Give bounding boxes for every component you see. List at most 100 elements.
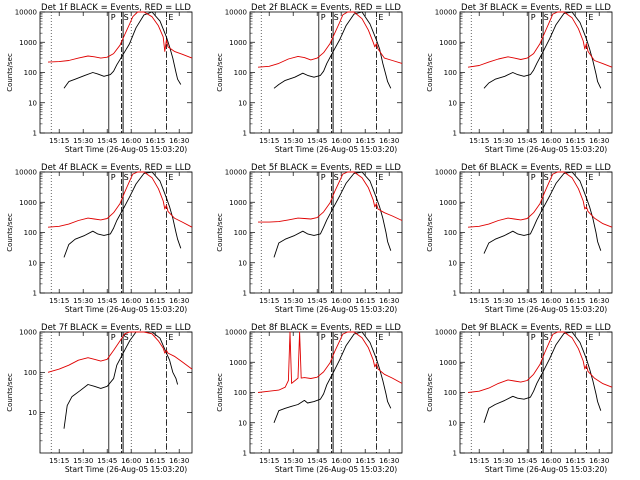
y-axis-label: Counts/sec <box>6 373 14 412</box>
x-tick-label: 15:15 <box>259 457 279 465</box>
series-lld-line <box>47 11 193 63</box>
y-tick-label: 10000 <box>15 169 37 177</box>
x-tick-label: 15:15 <box>49 137 69 145</box>
x-tick-label: 16:15 <box>565 457 585 465</box>
series-lld-line <box>467 331 613 393</box>
y-axis-label: Counts/sec <box>216 373 224 412</box>
y-tick-label: 100 <box>24 229 37 237</box>
y-tick-label: 10000 <box>435 329 457 337</box>
y-tick-label: 1 <box>33 130 37 138</box>
panel-2: Det 2f BLACK = Events, RED = LLD 1 10 100 10… <box>216 3 403 154</box>
series-events-line <box>273 171 392 258</box>
x-axis-label: Start Time (26-Aug-05 15:03:20) <box>65 145 187 154</box>
x-axis-label: Start Time (26-Aug-05 15:03:20) <box>65 465 187 474</box>
x-tick-label: 16:30 <box>589 137 609 145</box>
x-tick-label: 15:30 <box>493 297 513 305</box>
y-tick-label: 100 <box>444 389 457 397</box>
y-tick-label: 10000 <box>15 9 37 17</box>
y-tick-label: 10 <box>448 99 457 107</box>
marker-label-E: E <box>168 13 173 22</box>
y-tick-label: 100 <box>24 369 37 377</box>
panel-6: Det 6f BLACK = Events, RED = LLD 1 10 100 10… <box>426 163 613 314</box>
x-tick-label: 16:15 <box>355 297 375 305</box>
x-tick-label: 15:15 <box>49 457 69 465</box>
marker-label-S: S <box>334 13 339 22</box>
x-tick-label: 15:15 <box>469 137 489 145</box>
y-tick-label: 1000 <box>229 359 247 367</box>
y-tick-label: 10 <box>238 259 247 267</box>
panel-8: Det 8f BLACK = Events, RED = LLD 1 10 100 10… <box>216 323 403 474</box>
y-tick-label: 10000 <box>225 329 247 337</box>
series-events-line <box>273 331 392 423</box>
y-axis-label: Counts/sec <box>216 213 224 252</box>
x-tick-label: 15:15 <box>49 297 69 305</box>
x-tick-label: 15:30 <box>283 297 303 305</box>
marker-label-P: P <box>531 13 536 22</box>
y-tick-label: 10 <box>448 419 457 427</box>
y-tick-label: 1000 <box>229 199 247 207</box>
marker-label-E: E <box>378 173 383 182</box>
y-tick-label: 1 <box>243 450 247 458</box>
series-events-line <box>63 331 179 429</box>
marker-label-P: P <box>321 333 326 342</box>
series-events-line <box>273 11 392 89</box>
x-tick-label: 15:30 <box>283 137 303 145</box>
marker-label-S: S <box>124 13 129 22</box>
axes-frame <box>249 171 403 294</box>
series-lld-line <box>257 331 403 393</box>
y-tick-label: 1000 <box>229 39 247 47</box>
y-tick-label: 1000 <box>19 39 37 47</box>
marker-label-S: S <box>124 173 129 182</box>
panel-title: Det 4f BLACK = Events, RED = LLD <box>41 163 191 173</box>
x-tick-label: 16:30 <box>379 457 399 465</box>
marker-label-S: S <box>544 13 549 22</box>
x-tick-label: 16:00 <box>331 297 351 305</box>
axes-frame <box>459 171 613 294</box>
y-axis-label: Counts/sec <box>426 373 434 412</box>
x-axis-label: Start Time (26-Aug-05 15:03:20) <box>485 305 607 314</box>
y-tick-label: 100 <box>444 229 457 237</box>
panel-title: Det 5f BLACK = Events, RED = LLD <box>251 163 401 173</box>
x-tick-label: 15:45 <box>517 297 537 305</box>
marker-label-S: S <box>544 173 549 182</box>
x-tick-label: 16:15 <box>145 297 165 305</box>
marker-label-S: S <box>334 333 339 342</box>
y-tick-label: 10 <box>28 259 37 267</box>
x-tick-label: 15:15 <box>469 297 489 305</box>
y-tick-label: 10000 <box>435 169 457 177</box>
x-tick-label: 16:00 <box>121 297 141 305</box>
x-tick-label: 15:15 <box>259 137 279 145</box>
y-tick-label: 10000 <box>435 9 457 17</box>
marker-label-E: E <box>378 13 383 22</box>
x-tick-label: 15:30 <box>283 457 303 465</box>
series-lld-line <box>257 11 403 68</box>
marker-label-E: E <box>168 173 173 182</box>
series-lld-line <box>47 171 193 228</box>
panel-title: Det 9f BLACK = Events, RED = LLD <box>461 323 611 333</box>
x-tick-label: 16:15 <box>565 297 585 305</box>
axes-frame <box>249 331 403 454</box>
x-tick-label: 15:45 <box>517 457 537 465</box>
y-tick-label: 1000 <box>439 39 457 47</box>
marker-label-S: S <box>124 333 129 342</box>
y-axis-label: Counts/sec <box>426 53 434 92</box>
x-tick-label: 16:00 <box>541 137 561 145</box>
series-lld-line <box>47 331 193 373</box>
x-tick-label: 16:00 <box>331 457 351 465</box>
panel-title: Det 7f BLACK = Events, RED = LLD <box>41 323 191 333</box>
series-events-line <box>63 11 182 89</box>
y-tick-label: 10000 <box>225 9 247 17</box>
axes-frame <box>39 11 193 134</box>
x-tick-label: 15:15 <box>259 297 279 305</box>
y-tick-label: 1000 <box>439 199 457 207</box>
x-tick-label: 16:15 <box>355 137 375 145</box>
x-tick-label: 15:30 <box>73 137 93 145</box>
x-tick-label: 15:45 <box>307 457 327 465</box>
x-axis-label: Start Time (26-Aug-05 15:03:20) <box>275 305 397 314</box>
marker-label-E: E <box>588 173 593 182</box>
series-events-line <box>63 171 182 258</box>
axes-frame <box>459 11 613 134</box>
panel-title: Det 6f BLACK = Events, RED = LLD <box>461 163 611 173</box>
x-tick-label: 15:45 <box>307 297 327 305</box>
